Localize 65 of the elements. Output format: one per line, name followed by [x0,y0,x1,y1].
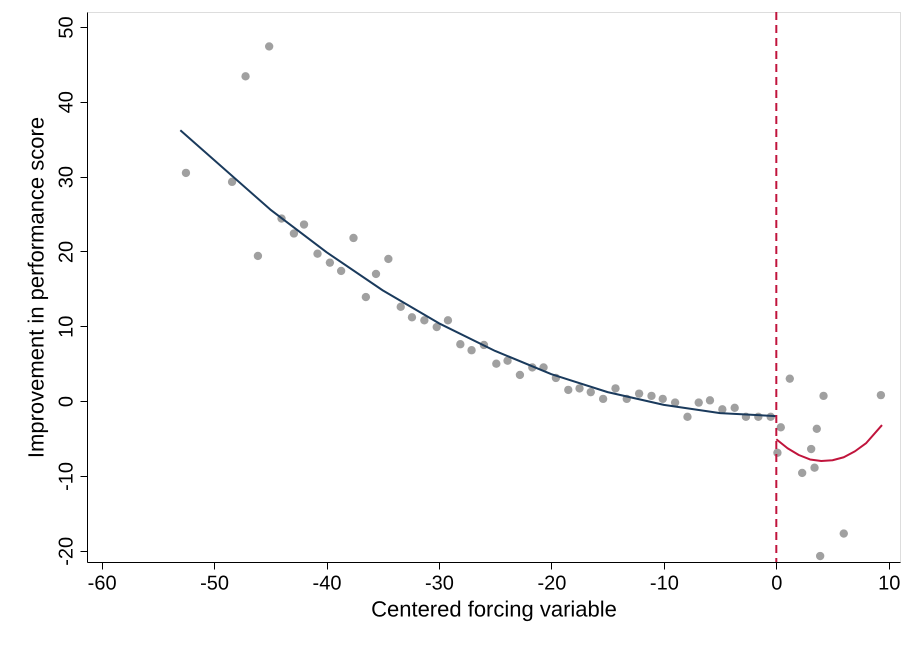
point [611,384,620,393]
point [647,392,656,400]
point [876,390,886,400]
point [730,404,739,412]
line-series [179,129,778,418]
point [806,444,816,454]
x-tick-label: -60 [88,572,117,594]
y-axis-title: Improvement in performance score [24,116,48,458]
y-tick-label: -10 [56,462,78,491]
point [300,220,308,229]
point [798,468,806,478]
x-axis-title: Centered forcing variable [371,596,617,622]
x-tick-label: -10 [650,572,679,594]
point [706,396,714,405]
point [408,313,416,322]
point [254,252,262,260]
point [456,340,465,348]
point [503,356,512,365]
point [694,398,703,407]
y-tick-label: -20 [56,536,78,566]
point [492,360,500,368]
y-tick-label: 20 [56,240,78,264]
y-tick-label: 0 [56,396,78,408]
point [634,389,644,398]
y-tick-label: 10 [56,316,78,338]
point [362,292,370,302]
point [372,270,380,278]
point [467,346,476,354]
point [336,266,346,276]
point [228,178,236,186]
point [575,384,584,393]
x-tick-label: 0 [771,572,782,594]
point [516,370,524,380]
point [264,42,274,51]
point [290,229,298,238]
point [349,234,358,242]
point [432,322,441,332]
point [564,386,572,394]
point [786,374,794,383]
x-tick-label: 10 [878,572,900,594]
point [819,392,828,400]
point [683,412,692,422]
y-tick-label: 40 [56,91,78,114]
point [182,168,190,178]
x-tick-label: -50 [200,572,230,594]
point [396,302,405,312]
point [840,529,848,538]
point [326,258,334,267]
point [598,394,608,404]
x-tick-label: -20 [537,572,566,594]
x-tick-label: -30 [425,572,454,594]
point [658,394,667,404]
y-tick-label: 30 [56,166,78,188]
point [384,254,393,264]
point [586,388,595,396]
point [812,424,821,433]
point [313,250,322,258]
point [810,464,819,472]
y-tick-label: 50 [56,16,78,39]
point [444,316,452,324]
point [241,72,250,81]
x-tick-label: -40 [312,572,342,594]
point [420,316,429,324]
point [776,423,785,432]
point [816,552,824,560]
